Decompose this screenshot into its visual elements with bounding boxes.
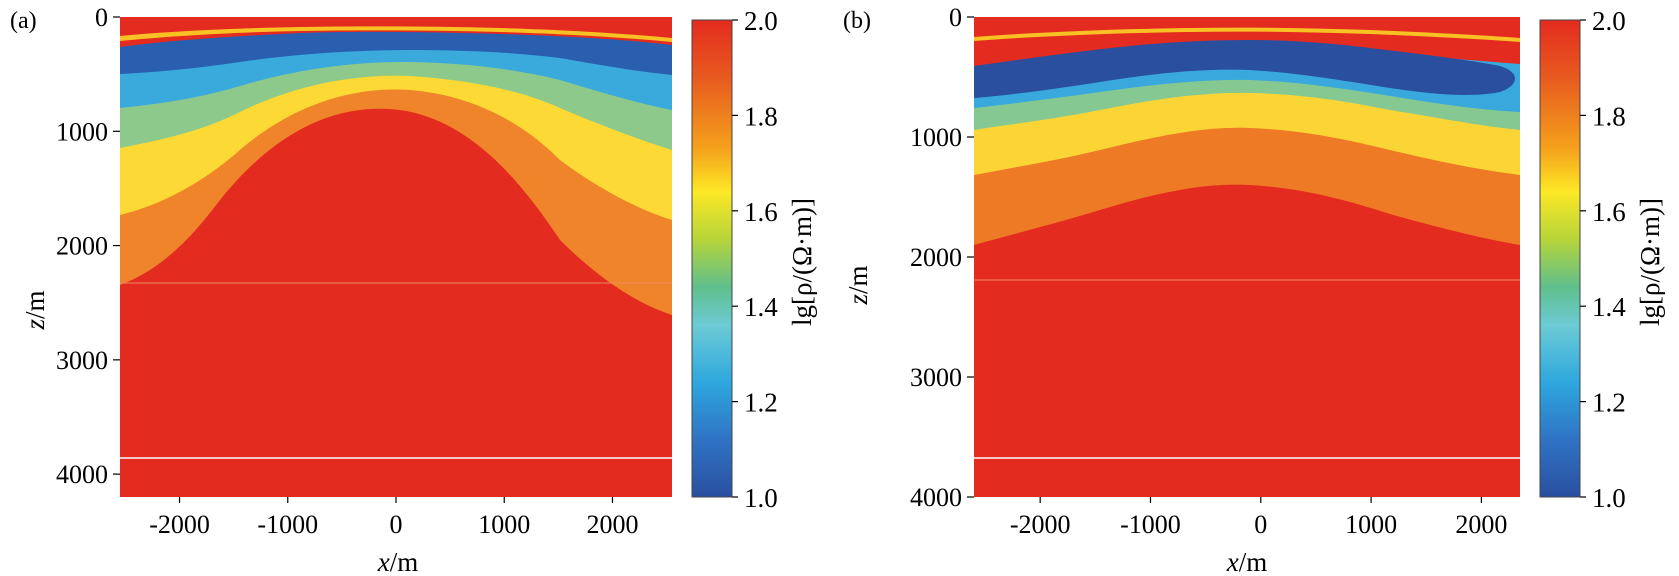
panel-b-x-axis-label: x/m — [1226, 547, 1268, 576]
y-tick-label: 3000 — [56, 346, 108, 375]
x-tick-label: -2000 — [1010, 510, 1071, 539]
panel-a-colorbar-bar — [691, 19, 733, 498]
colorbar-tick-label: 2.0 — [1592, 6, 1626, 36]
panel-a-band-orange — [120, 87, 672, 315]
panel-b-conductive-layer — [974, 40, 1515, 98]
x-tick-label: -2000 — [149, 510, 210, 539]
colorbar-tick-label: 1.4 — [1592, 292, 1626, 322]
y-tick-label: 0 — [95, 3, 108, 32]
panel-b-colorbar: 2.0 1.8 1.6 1.4 1.2 1.0 lg[ρ/(Ω·m)] — [1539, 6, 1665, 513]
colorbar-tick-label: 1.2 — [744, 388, 778, 418]
panel-a-y-axis-label: z/m — [20, 290, 50, 330]
panel-a-heatmap — [120, 17, 672, 497]
y-tick-label: 1000 — [910, 123, 962, 152]
colorbar-tick-label: 2.0 — [744, 6, 778, 36]
y-tick-label: 2000 — [56, 232, 108, 261]
panel-a-x-axis: -2000 -1000 0 1000 2000 — [149, 497, 638, 539]
panel-b-colorbar-ticks: 2.0 1.8 1.6 1.4 1.2 1.0 — [1580, 6, 1626, 513]
panel-b: (b) 0 1000 2000 3000 4000 -2000 -1000 0 1000 200… — [843, 3, 1665, 576]
x-tick-label: -1000 — [1120, 510, 1181, 539]
x-tick-label: 1000 — [478, 510, 530, 539]
colorbar-tick-label: 1.0 — [1592, 483, 1626, 513]
colorbar-tick-label: 1.8 — [1592, 101, 1626, 131]
panel-a-surface-transition — [120, 26, 672, 42]
panel-b-x-axis: -2000 -1000 0 1000 2000 — [1010, 497, 1507, 539]
panel-b-colorbar-label: lg[ρ/(Ω·m)] — [1635, 198, 1665, 326]
x-tick-label: 0 — [1254, 510, 1267, 539]
panel-a-label: (a) — [10, 8, 37, 34]
y-tick-label: 2000 — [910, 243, 962, 272]
colorbar-tick-label: 1.6 — [1592, 197, 1626, 227]
y-tick-label: 3000 — [910, 363, 962, 392]
panel-b-heatmap — [974, 17, 1520, 497]
panel-a-x-axis-label: x/m — [377, 547, 419, 576]
panel-a-y-axis: 0 1000 2000 3000 4000 — [56, 3, 120, 489]
y-tick-label: 1000 — [56, 117, 108, 146]
colorbar-tick-label: 1.2 — [1592, 388, 1626, 418]
y-tick-label: 4000 — [910, 483, 962, 512]
panel-a-colorbar-label: lg[ρ/(Ω·m)] — [787, 198, 817, 326]
colorbar-tick-label: 1.8 — [744, 101, 778, 131]
colorbar-tick-label: 1.4 — [744, 292, 778, 322]
panel-b-y-axis-label: z/m — [843, 265, 873, 305]
colorbar-tick-label: 1.0 — [744, 483, 778, 513]
x-tick-label: 2000 — [1455, 510, 1507, 539]
panel-b-label: (b) — [843, 8, 871, 34]
panel-a-colorbar: 2.0 1.8 1.6 1.4 1.2 1.0 lg[ρ/(Ω·m)] — [691, 6, 817, 513]
y-tick-label: 0 — [949, 3, 962, 32]
panel-a: (a) 0 1000 2000 3000 4000 -2000 -1000 0 1000 200… — [10, 3, 817, 576]
x-tick-label: 0 — [390, 510, 403, 539]
panel-a-colorbar-ticks: 2.0 1.8 1.6 1.4 1.2 1.0 — [732, 6, 778, 513]
x-tick-label: 1000 — [1345, 510, 1397, 539]
x-tick-label: 2000 — [586, 510, 638, 539]
y-tick-label: 4000 — [56, 460, 108, 489]
colorbar-tick-label: 1.6 — [744, 197, 778, 227]
panel-a-band-blue — [120, 31, 672, 76]
x-tick-label: -1000 — [257, 510, 318, 539]
panel-b-surface-layer — [974, 17, 1520, 38]
panel-b-y-axis: 0 1000 2000 3000 4000 — [910, 3, 974, 512]
panel-a-surface-layer — [120, 17, 672, 38]
panel-b-colorbar-bar — [1539, 19, 1581, 498]
panel-b-surface-transition — [974, 27, 1520, 42]
